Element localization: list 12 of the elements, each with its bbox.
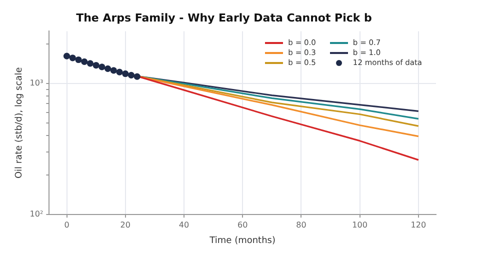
x-tick-label: 120 <box>410 220 426 230</box>
y-tick-label: 10² <box>30 210 44 219</box>
x-tick-label: 20 <box>120 220 130 230</box>
y-tick-label: 10³ <box>30 78 44 88</box>
x-tick-label: 0 <box>64 220 70 230</box>
x-tick-label: 80 <box>296 220 306 230</box>
x-tick-label: 100 <box>352 220 368 230</box>
x-tick-label: 40 <box>178 220 190 230</box>
x-axis-title: Time (months) <box>208 236 276 246</box>
y-axis-title: Oil rate (stb/d), log scale <box>14 66 25 179</box>
x-tick-label: 60 <box>238 220 248 230</box>
chart-title: The Arps Family - Why Early Data Cannot Pick b <box>76 11 372 24</box>
